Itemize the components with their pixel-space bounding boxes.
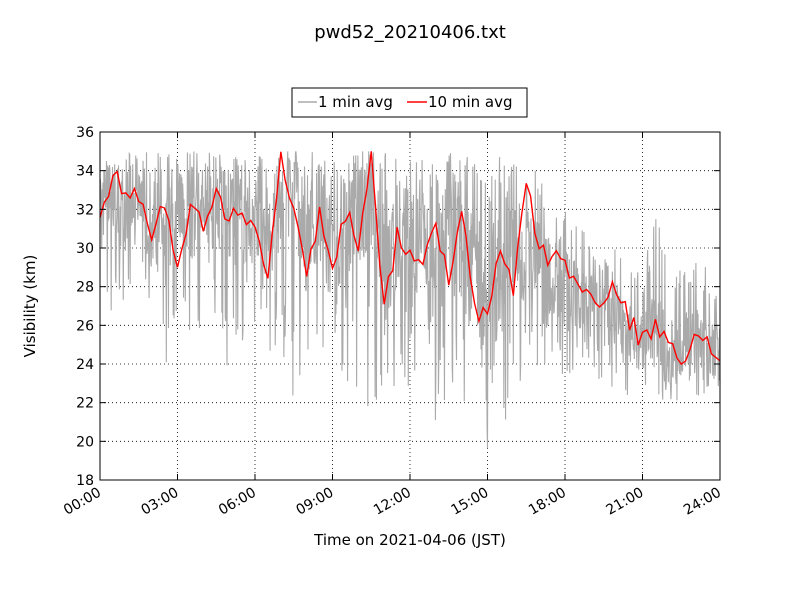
plot-area (99, 131, 721, 481)
series-10min-trace (99, 151, 721, 366)
y-tick-label: 22 (76, 396, 94, 412)
y-tick-label: 24 (76, 357, 94, 373)
y-tick-label: 18 (76, 473, 94, 489)
y-tick-label: 36 (76, 125, 94, 141)
legend-label-1min: 1 min avg (318, 93, 393, 111)
chart-title: pwd52_20210406.txt (314, 22, 506, 43)
series-10min-line (99, 151, 721, 366)
y-tick-label: 28 (76, 280, 94, 296)
y-tick-label: 32 (76, 202, 94, 218)
y-tick-label: 34 (76, 164, 94, 180)
x-axis-title: Time on 2021-04-06 (JST) (313, 531, 506, 549)
legend-label-10min: 10 min avg (428, 93, 513, 111)
y-axis-title: Visibility (km) (21, 255, 39, 358)
y-axis: 18 20 22 24 26 28 30 32 34 36 (76, 125, 720, 489)
legend: 1 min avg 10 min avg (291, 87, 528, 118)
y-tick-label: 26 (76, 318, 94, 334)
y-tick-label: 30 (76, 241, 94, 257)
series-1min-trace (99, 151, 721, 449)
y-tick-label: 20 (76, 434, 94, 450)
series-1min-line (99, 151, 721, 449)
